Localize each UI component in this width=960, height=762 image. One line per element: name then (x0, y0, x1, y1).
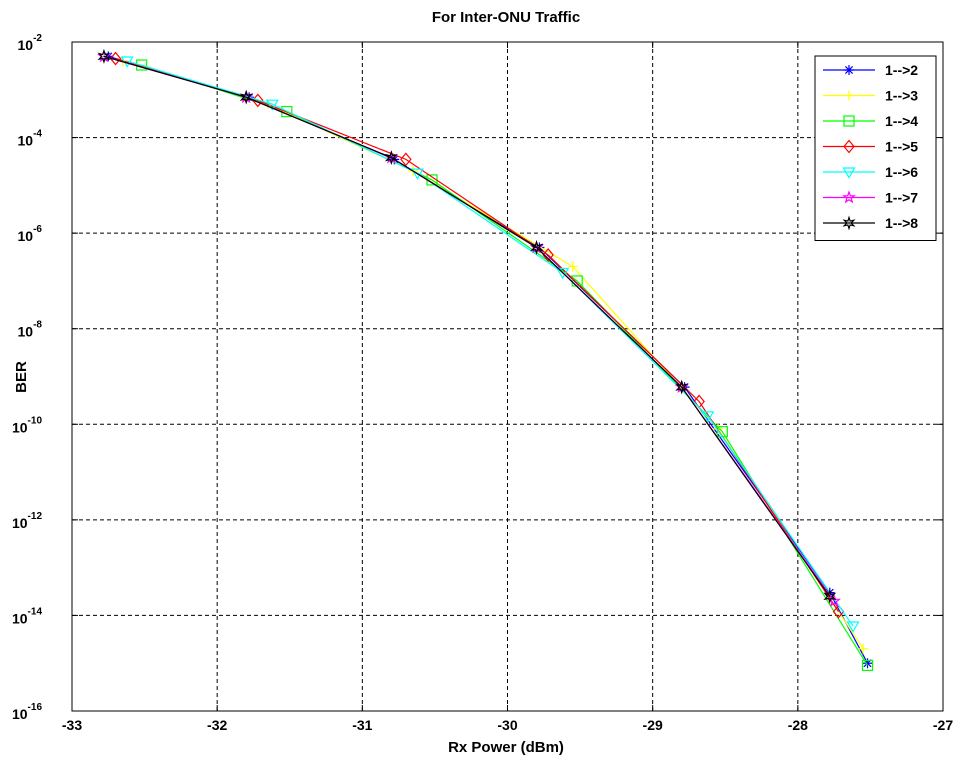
legend-item: 1-->4 (823, 113, 918, 129)
x-tick-label: -32 (207, 717, 227, 733)
data-point (844, 90, 854, 101)
y-tick-label: 10-14 (12, 606, 42, 626)
data-point (109, 51, 122, 66)
legend-item: 1-->3 (823, 88, 918, 104)
data-point (823, 588, 837, 604)
data-point (530, 240, 544, 256)
data-point (858, 643, 869, 654)
data-point (675, 379, 689, 395)
legend-label: 1-->4 (885, 113, 918, 129)
y-tick-label: 10-4 (18, 129, 43, 149)
data-point (862, 658, 873, 669)
plot-frame (71, 41, 944, 712)
series-line (103, 55, 831, 597)
data-point (103, 51, 114, 62)
data-point (400, 152, 412, 167)
data-point (842, 215, 856, 231)
y-tick-label: 10-12 (12, 511, 42, 531)
legend-label: 1-->5 (885, 139, 918, 155)
y-tick-label: 10-16 (12, 702, 42, 722)
data-point (410, 168, 425, 180)
x-tick-label: -29 (643, 717, 663, 733)
x-tick-label: -30 (497, 717, 517, 733)
legend-label: 1-->3 (885, 88, 918, 104)
y-tick-label: 10-6 (18, 224, 43, 244)
data-point (842, 167, 856, 179)
legend-item: 1-->5 (823, 139, 918, 155)
data-point (265, 99, 279, 111)
data-point (842, 190, 856, 204)
data-point (843, 139, 855, 154)
data-point (701, 411, 715, 423)
y-axis-label: BER (13, 361, 30, 393)
legend-item: 1-->8 (823, 215, 918, 231)
legend-label: 1-->8 (885, 215, 918, 231)
legend: 1-->2 1-->3 1-->4 1-->5 1-->6 1-->7 1-->8 (814, 55, 937, 241)
legend-item: 1-->7 (823, 190, 918, 206)
data-point (97, 48, 111, 64)
x-axis-label: Rx Power (dBm) (448, 739, 564, 756)
legend-label: 1-->6 (885, 164, 918, 180)
x-tick-label: -27 (933, 717, 953, 733)
legend-label: 1-->7 (885, 190, 918, 206)
x-tick-label: -33 (62, 717, 82, 733)
legend-item: 1-->2 (823, 62, 918, 78)
data-point (844, 65, 854, 75)
data-point (239, 89, 253, 105)
chart-title: For Inter-ONU Traffic (432, 9, 580, 26)
legend-label: 1-->2 (885, 62, 918, 78)
data-point (846, 621, 860, 633)
y-tick-label: 10-8 (18, 320, 43, 340)
data-point (567, 261, 578, 272)
legend-item: 1-->6 (823, 164, 918, 180)
y-tick-label: 10-2 (18, 33, 43, 53)
data-point (556, 267, 570, 280)
legend-box (814, 55, 937, 241)
data-point (384, 150, 398, 166)
x-tick-label: -31 (352, 717, 372, 733)
series-8 (97, 48, 837, 604)
y-tick-label: 10-10 (12, 415, 42, 435)
data-point (843, 115, 855, 127)
data-point (542, 247, 554, 262)
series-group (97, 48, 874, 672)
x-tick-label: -28 (788, 717, 808, 733)
axis-ticks: -33 -32 -31 -30 -29 -28 -27 10-2 10-4 10-6 10-8 10-… (12, 33, 953, 733)
data-point (861, 659, 874, 672)
